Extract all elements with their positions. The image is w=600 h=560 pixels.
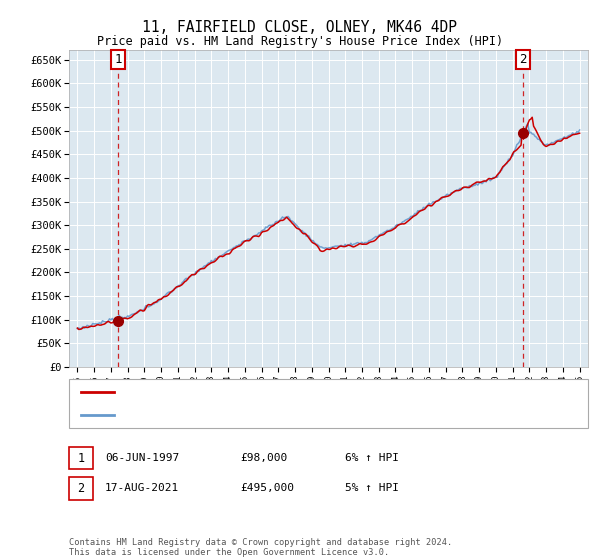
Text: 11, FAIRFIELD CLOSE, OLNEY, MK46 4DP (detached house): 11, FAIRFIELD CLOSE, OLNEY, MK46 4DP (de… bbox=[120, 388, 451, 398]
Text: 6% ↑ HPI: 6% ↑ HPI bbox=[345, 453, 399, 463]
Text: 2: 2 bbox=[77, 482, 85, 495]
Text: 2: 2 bbox=[519, 53, 527, 66]
Text: 1: 1 bbox=[77, 451, 85, 465]
Text: £495,000: £495,000 bbox=[240, 483, 294, 493]
Text: 17-AUG-2021: 17-AUG-2021 bbox=[105, 483, 179, 493]
Text: HPI: Average price, detached house, Milton Keynes: HPI: Average price, detached house, Milt… bbox=[120, 410, 426, 420]
Text: 1: 1 bbox=[115, 53, 122, 66]
Text: 06-JUN-1997: 06-JUN-1997 bbox=[105, 453, 179, 463]
Text: 11, FAIRFIELD CLOSE, OLNEY, MK46 4DP: 11, FAIRFIELD CLOSE, OLNEY, MK46 4DP bbox=[143, 20, 458, 35]
Text: Contains HM Land Registry data © Crown copyright and database right 2024.
This d: Contains HM Land Registry data © Crown c… bbox=[69, 538, 452, 557]
Text: Price paid vs. HM Land Registry's House Price Index (HPI): Price paid vs. HM Land Registry's House … bbox=[97, 35, 503, 48]
Text: 5% ↑ HPI: 5% ↑ HPI bbox=[345, 483, 399, 493]
Text: £98,000: £98,000 bbox=[240, 453, 287, 463]
